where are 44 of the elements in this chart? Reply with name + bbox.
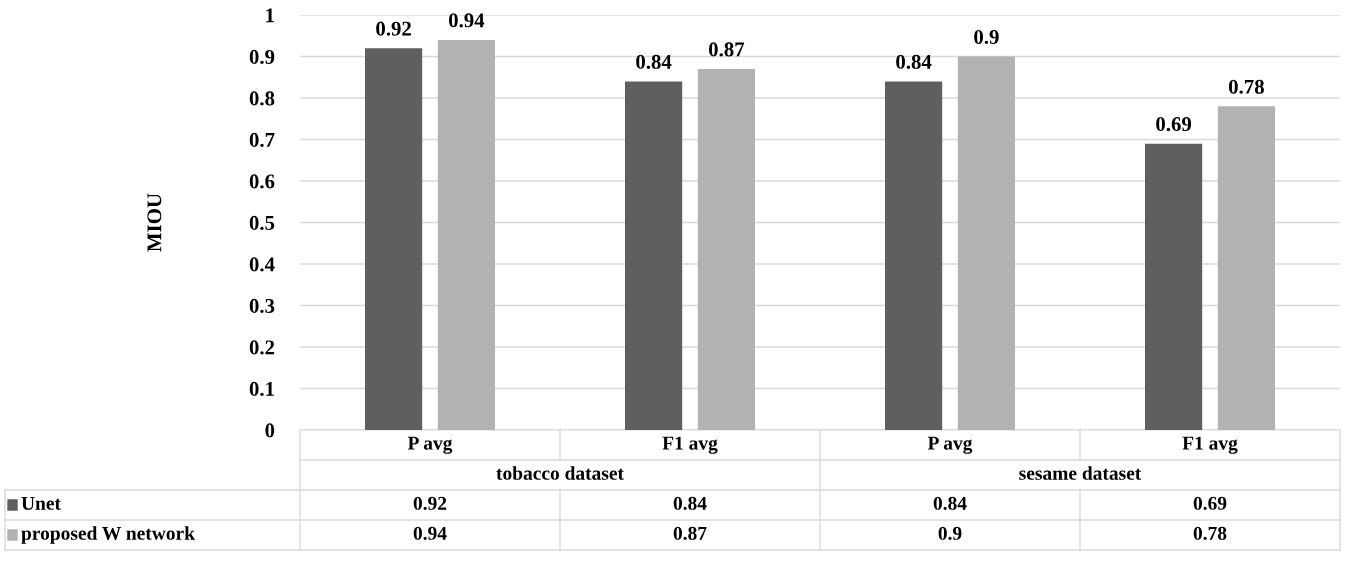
y-tick-label: 1: [266, 8, 274, 23]
data-label: 0.92: [376, 21, 411, 36]
y-tick-label: 0.1: [249, 381, 274, 397]
data-label: 0.9: [974, 29, 999, 45]
text: 0.9: [938, 526, 962, 540]
y-tick-label: 0.5: [249, 215, 275, 231]
x-tick-label: F1 avg: [662, 436, 718, 454]
bar: [957, 56, 1015, 430]
y-tick-label: 0: [265, 423, 275, 438]
text: 0.92: [413, 496, 447, 510]
text: 0.94: [413, 526, 447, 540]
legend-label: proposed W network: [21, 526, 195, 544]
text: tobacco dataset: [496, 466, 624, 480]
bar: [1145, 143, 1203, 430]
y-tick-label: 0.8: [249, 91, 275, 106]
y-tick-label: 0.3: [249, 298, 275, 314]
x-tick-label: P avg: [407, 436, 453, 454]
data-label: 0.94: [448, 13, 485, 28]
x-tick-label: P avg: [927, 436, 973, 454]
y-tick-label: 0.6: [249, 174, 275, 189]
text: 0.78: [1193, 526, 1227, 540]
y-tick-label: 0.7: [249, 132, 275, 148]
bar: [697, 68, 755, 430]
text: 0.69: [1193, 496, 1227, 510]
text: 0.84: [933, 496, 967, 510]
bar: [365, 48, 423, 430]
data-label: 0.84: [636, 54, 672, 69]
text: 0.84: [673, 496, 707, 510]
bar: [1217, 106, 1275, 430]
y-tick-label: 0.2: [249, 340, 275, 355]
data-label: 0.78: [1228, 79, 1264, 94]
data-label: 0.84: [896, 54, 932, 69]
bar: [437, 39, 495, 430]
text: 0.87: [673, 526, 707, 540]
y-axis-title: MIOU: [147, 193, 162, 252]
bar: [625, 81, 683, 430]
x-tick-label: F1 avg: [1182, 436, 1238, 454]
data-label: 0.87: [708, 42, 745, 57]
y-tick-label: 0.4: [249, 257, 275, 272]
data-label: 0.69: [1156, 117, 1192, 132]
text: sesame dataset: [1019, 466, 1142, 480]
y-tick-label: 0.9: [249, 49, 275, 65]
bar: [885, 81, 943, 430]
legend-label: Unet: [21, 496, 61, 510]
